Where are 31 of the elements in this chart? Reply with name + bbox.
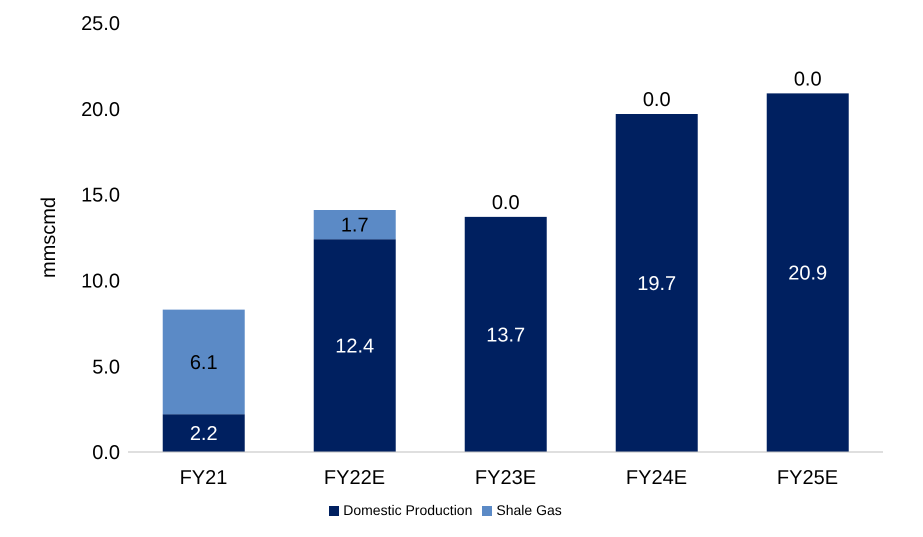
y-tick-label: 20.0 (81, 98, 120, 121)
legend-label: Shale Gas (496, 502, 562, 518)
bar (162, 310, 245, 414)
data-label: 12.4 (335, 336, 374, 358)
bar (464, 216, 547, 452)
bar (314, 210, 396, 240)
bar (766, 93, 849, 452)
data-label: 20.9 (788, 262, 828, 285)
data-label: 19.7 (637, 272, 676, 295)
data-label: 0.0 (492, 192, 520, 214)
bar (314, 239, 396, 452)
y-tick-label: 15.0 (81, 184, 120, 207)
data-label: 0.0 (794, 68, 822, 90)
y-tick-label: 10.0 (81, 270, 120, 292)
y-tick-label: 0.0 (92, 442, 120, 464)
data-label: 6.1 (190, 352, 218, 374)
x-tick-label: FY25E (776, 467, 838, 490)
legend-label: Domestic Production (343, 502, 472, 518)
data-label: 1.7 (340, 214, 369, 237)
x-tick-label: FY22E (324, 467, 386, 490)
x-tick-label: FY24E (626, 467, 688, 490)
x-tick-label: FY21 (180, 467, 228, 490)
bar (162, 414, 245, 452)
data-label: 2.2 (190, 423, 218, 446)
data-label: 0.0 (642, 88, 671, 111)
y-axis-title: mmscmd (38, 196, 60, 278)
data-label: 13.7 (486, 324, 526, 346)
y-tick-label: 5.0 (92, 356, 120, 378)
bar (616, 114, 698, 452)
x-tick-label: FY23E (474, 467, 536, 490)
y-tick-label: 25.0 (81, 13, 120, 36)
